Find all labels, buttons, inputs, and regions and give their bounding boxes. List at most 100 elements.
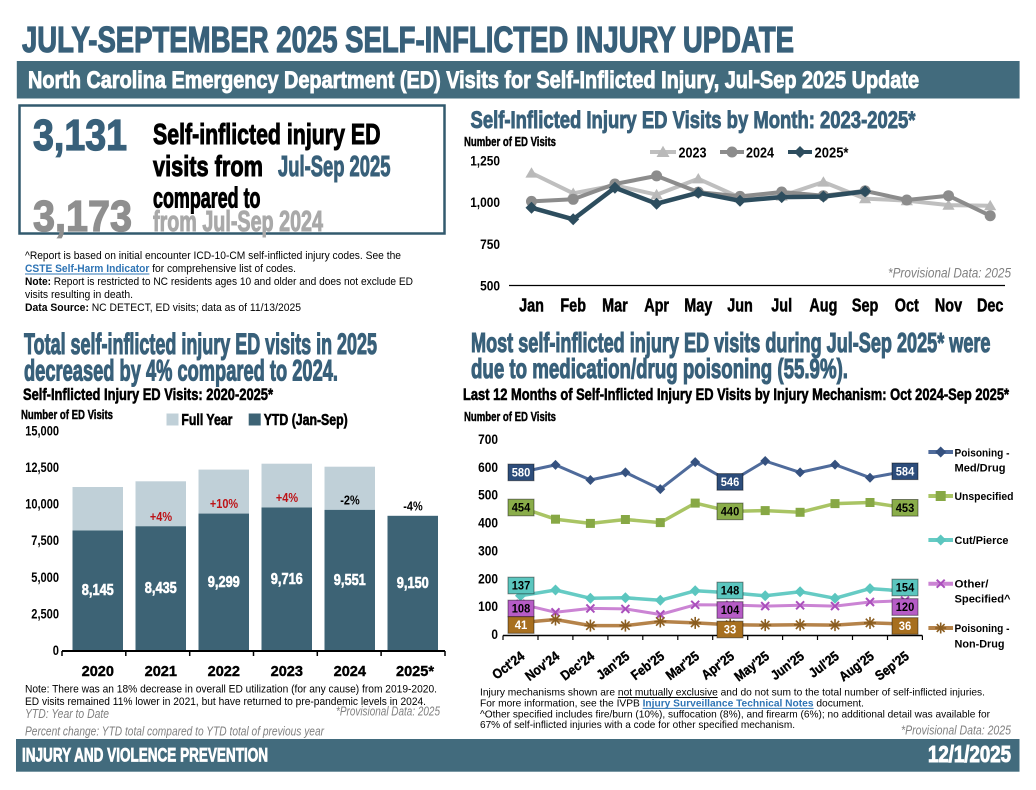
svg-text:-4%: -4% [403,498,423,513]
svg-text:Injury mechanisms shown are: Injury mechanisms shown are [480,688,615,699]
svg-text:1,000: 1,000 [470,194,500,210]
svg-text:10,000: 10,000 [25,496,59,512]
svg-text:Number of ED Visits: Number of ED Visits [464,410,556,424]
svg-text:300: 300 [478,542,498,558]
svg-text:YTD: Year to Date: YTD: Year to Date [25,707,109,721]
svg-text:Specified^: Specified^ [955,594,1012,606]
svg-text:Last 12 Months of Self-Inflict: Last 12 Months of Self-Inflicted Injury … [463,385,1009,404]
svg-text:154: 154 [896,581,915,595]
svg-text:Mar: Mar [602,296,628,316]
svg-text:Poisoning -: Poisoning - [955,623,1010,635]
svg-text:decreased by 4% compared to 20: decreased by 4% compared to 2024. [24,355,338,388]
svg-text:Sep: Sep [852,296,878,316]
svg-text:Injury Surveillance Technical: Injury Surveillance Technical Notes [643,698,814,709]
svg-text:Self-inflicted injury ED: Self-inflicted injury ED [153,119,381,151]
svg-text:Poisoning -: Poisoning - [955,448,1010,460]
svg-text:Nov: Nov [935,296,962,316]
svg-text:Unspecified: Unspecified [955,491,1014,503]
svg-text:137: 137 [512,579,531,593]
svg-text:Jul-Sep 2025: Jul-Sep 2025 [278,151,391,183]
svg-text:41: 41 [515,618,528,632]
svg-text:compared to: compared to [153,183,261,215]
svg-text:Note:: Note: [25,276,51,288]
svg-text:36: 36 [899,619,912,633]
svg-text:500: 500 [480,278,500,294]
svg-text:Total self-inflicted injury ED: Total self-inflicted injury ED visits in… [24,328,377,361]
svg-text:visits resulting in death.: visits resulting in death. [25,289,133,301]
svg-text:due to medication/drug poisoni: due to medication/drug poisoning (55.9%)… [471,353,848,384]
svg-text:2023: 2023 [679,145,707,162]
svg-text:not mutually exclusive: not mutually exclusive [618,688,718,699]
svg-text:3,131: 3,131 [33,111,127,160]
svg-text:1,250: 1,250 [470,152,500,168]
svg-text:584: 584 [896,465,915,479]
svg-text:^Report is based on initial en: ^Report is based on initial encounter IC… [25,250,401,262]
svg-text:Cut/Pierce: Cut/Pierce [955,535,1009,547]
svg-text:2025*: 2025* [396,663,434,680]
svg-text:440: 440 [721,505,740,519]
svg-text:104: 104 [721,603,740,617]
svg-text:100: 100 [478,598,498,614]
svg-text:12/1/2025: 12/1/2025 [928,741,1011,767]
svg-text:67% of self-inflicted injuries: 67% of self-inflicted injuries with a co… [480,720,795,731]
svg-text:Dec: Dec [977,296,1003,316]
svg-text:For more information, see the: For more information, see the IVPB [480,698,640,709]
svg-text:Other/: Other/ [955,579,989,591]
svg-text:+4%: +4% [150,509,173,524]
svg-text:546: 546 [721,475,740,489]
svg-text:500: 500 [478,487,498,503]
svg-text:750: 750 [480,236,500,252]
svg-text:2025*: 2025* [815,145,849,162]
svg-text:Data Source:: Data Source: [25,302,89,314]
svg-text:+4%: +4% [276,490,299,505]
svg-text:2020: 2020 [82,663,114,680]
svg-text:Aug: Aug [809,296,837,316]
svg-text:INJURY AND VIOLENCE PREVENTION: INJURY AND VIOLENCE PREVENTION [22,746,268,767]
svg-text:9,716: 9,716 [271,571,303,588]
svg-text:453: 453 [896,501,915,515]
svg-text:North Carolina Emergency Depar: North Carolina Emergency Department (ED)… [28,67,919,94]
svg-text:ED visits remained 11% lower i: ED visits remained 11% lower in 2021, bu… [25,696,426,708]
svg-text:JULY-SEPTEMBER 2025 SELF-INFLI: JULY-SEPTEMBER 2025 SELF-INFLICTED INJUR… [22,19,794,60]
svg-text:600: 600 [478,459,498,475]
svg-text:May: May [684,296,712,316]
svg-text:Self-Inflicted Injury ED Visit: Self-Inflicted Injury ED Visits: 2020-20… [23,385,273,404]
svg-text:Oct: Oct [895,296,919,316]
svg-text:108: 108 [512,602,531,616]
svg-text:Most self-inflicted injury ED: Most self-inflicted injury ED visits dur… [471,327,991,358]
svg-text:Report is restricted to NC res: Report is restricted to NC residents age… [54,276,413,288]
svg-text:9,299: 9,299 [208,574,240,591]
svg-text:NC DETECT, ED visits; data as: NC DETECT, ED visits; data as of 11/13/2… [92,302,301,314]
svg-text:Jun: Jun [727,296,753,316]
svg-text:for comprehensive list of code: for comprehensive list of codes. [152,263,296,275]
svg-text:*Provisional Data: 2025: *Provisional Data: 2025 [336,705,440,719]
svg-text:400: 400 [478,515,498,531]
svg-text:2024: 2024 [334,663,367,680]
svg-text:33: 33 [724,623,737,637]
svg-text:CSTE Self-Harm Indicator: CSTE Self-Harm Indicator [25,263,150,275]
svg-text:from Jul-Sep 2024: from Jul-Sep 2024 [153,206,323,238]
svg-text:2023: 2023 [271,663,303,680]
svg-text:and do not sum to the total nu: and do not sum to the total number of se… [721,688,985,699]
svg-text:Jul: Jul [771,296,792,316]
svg-text:document.: document. [816,698,864,709]
svg-text:148: 148 [721,584,740,598]
svg-text:Non-Drug: Non-Drug [955,639,1005,651]
svg-text:9,551: 9,551 [334,572,366,589]
svg-text:580: 580 [512,466,531,480]
svg-text:3,173: 3,173 [33,192,132,241]
svg-text:-2%: -2% [340,492,360,507]
svg-text:+10%: +10% [210,496,239,511]
svg-text:Number of ED Visits: Number of ED Visits [464,135,556,149]
svg-text:454: 454 [512,501,531,515]
svg-text:2022: 2022 [208,663,240,680]
svg-text:5,000: 5,000 [31,569,59,585]
svg-text:9,150: 9,150 [397,575,429,592]
svg-text:12,500: 12,500 [25,459,59,475]
svg-text:Percent change: YTD total comp: Percent change: YTD total compared to YT… [25,725,325,739]
svg-text:Note: There was an 18% decreas: Note: There was an 18% decrease in overa… [25,684,437,696]
svg-text:0: 0 [491,626,498,642]
svg-text:700: 700 [478,431,498,447]
svg-text:2,500: 2,500 [31,605,59,621]
svg-text:Feb: Feb [560,296,586,316]
